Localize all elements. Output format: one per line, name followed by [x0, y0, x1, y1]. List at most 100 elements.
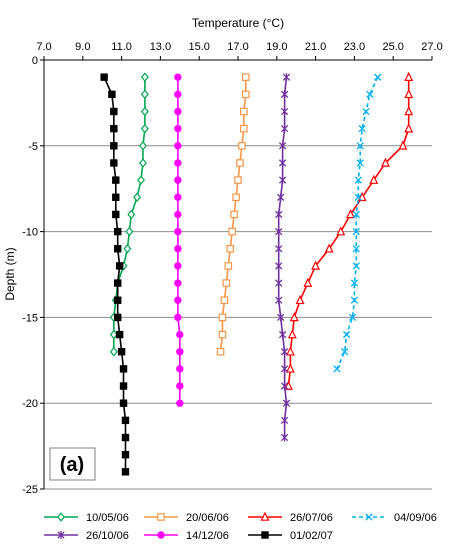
marker-stroke [362, 107, 370, 116]
data-point [404, 71, 414, 81]
data-point [241, 90, 250, 99]
data-point [114, 296, 122, 304]
data-point [115, 330, 124, 339]
data-point [138, 158, 147, 168]
legend-item: 26/10/06 [44, 530, 129, 542]
data-point [352, 245, 360, 253]
panel-label-box: (a) [49, 447, 96, 481]
data-point [350, 296, 359, 304]
marker-stroke [356, 142, 364, 150]
data-point [238, 142, 246, 150]
legend-label: 20/06/06 [186, 512, 229, 524]
data-point [218, 330, 227, 339]
data-point [366, 90, 374, 98]
data-point [311, 260, 321, 270]
legend-marker [57, 512, 65, 522]
data-point [174, 142, 182, 150]
data-point [369, 174, 379, 184]
series-01-02-07 [100, 73, 130, 476]
x-tick-label: 19.0 [266, 41, 287, 53]
marker-stroke [358, 124, 366, 133]
data-point [174, 73, 182, 81]
data-point [220, 296, 229, 305]
marker-stroke [354, 176, 362, 184]
x-tick-label: 23.0 [344, 41, 365, 53]
data-point [127, 209, 136, 220]
data-point [125, 226, 134, 237]
legend-marker [57, 531, 65, 539]
marker-stroke [350, 296, 359, 304]
data-point [277, 193, 285, 202]
x-tick-label: 15.0 [188, 41, 209, 53]
data-point [137, 175, 145, 185]
data-point [140, 106, 149, 117]
data-point [174, 90, 182, 99]
data-point [278, 176, 287, 185]
series-14-12-06 [174, 73, 184, 407]
series-layer [100, 71, 414, 476]
legend-label: 10/05/06 [86, 512, 129, 524]
data-point [285, 363, 295, 373]
legend-marker [157, 513, 165, 521]
marker-stroke [374, 73, 382, 81]
data-point [121, 450, 130, 459]
data-point [224, 262, 233, 270]
legend-label: 04/09/06 [394, 512, 437, 524]
data-point [356, 142, 364, 150]
legend-item: 20/06/06 [144, 512, 229, 524]
data-point [354, 176, 362, 184]
data-point [174, 313, 182, 322]
data-point [174, 176, 182, 184]
data-point [176, 365, 184, 373]
y-tick-label: -15 [22, 312, 38, 324]
series-10-05-06 [109, 72, 149, 357]
series-26-07-06 [283, 71, 414, 390]
data-point [119, 382, 128, 390]
data-point [278, 141, 287, 150]
data-point [176, 330, 184, 339]
data-point [174, 107, 182, 116]
x-tick-label: 7.0 [36, 41, 51, 53]
x-axis-title: Temperature (°C) [192, 16, 284, 30]
legend-marker [157, 531, 165, 539]
legend-item: 14/12/06 [144, 530, 229, 542]
data-point [230, 210, 238, 219]
data-point [350, 279, 359, 287]
legend: 10/05/06 20/06/06 26/07/06 04/09/06 26/10/06… [44, 511, 437, 542]
data-point [140, 72, 149, 82]
data-point [232, 193, 240, 202]
x-tick-label: 25.0 [382, 41, 403, 53]
data-point [140, 123, 149, 134]
series-26-10-06 [275, 73, 291, 442]
data-point [333, 365, 341, 373]
data-point [280, 107, 289, 116]
x-tick-label: 11.0 [111, 41, 132, 53]
data-point [380, 157, 390, 167]
data-point [280, 382, 289, 391]
data-point [275, 210, 283, 219]
panel-label: (a) [60, 454, 84, 476]
data-point [289, 312, 299, 322]
marker-stroke [366, 90, 374, 98]
series-04-09-06 [333, 73, 382, 373]
data-point [234, 176, 242, 184]
data-point [374, 73, 382, 81]
data-point [240, 124, 248, 133]
data-point [216, 347, 225, 356]
data-point [114, 245, 122, 253]
data-point [110, 159, 118, 167]
data-point [277, 313, 285, 322]
marker-stroke [352, 245, 360, 253]
data-point [174, 210, 182, 219]
data-point [285, 346, 295, 356]
data-point [119, 399, 128, 407]
series-20-06-06 [216, 73, 250, 356]
data-point [176, 382, 184, 390]
series-line [103, 76, 127, 472]
data-point [303, 277, 313, 287]
y-tick-label: -10 [22, 227, 38, 239]
data-point [287, 329, 297, 339]
data-point [241, 73, 250, 81]
data-point [121, 416, 130, 425]
data-point [174, 227, 182, 236]
